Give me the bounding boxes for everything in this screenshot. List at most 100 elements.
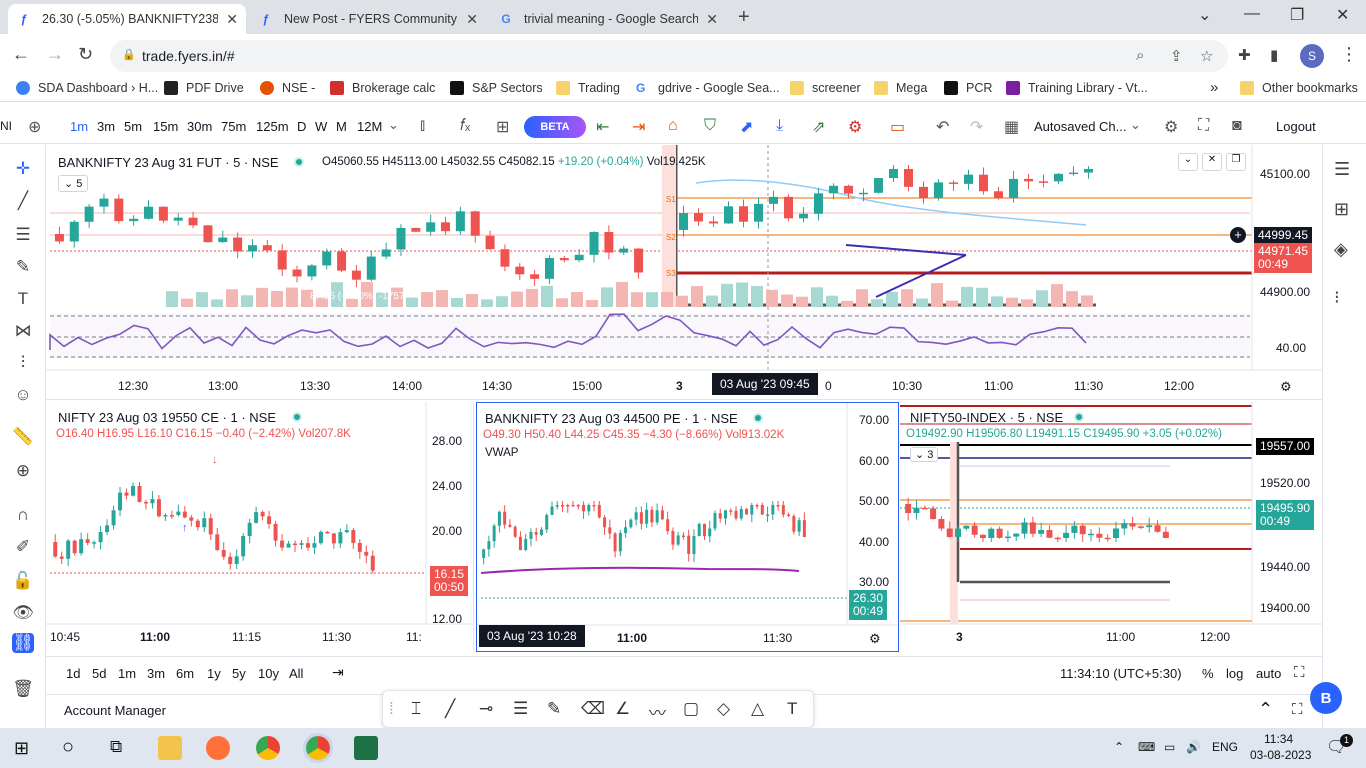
bookmark-item[interactable]: PDF Drive bbox=[164, 81, 244, 95]
forward-button[interactable]: → bbox=[46, 44, 64, 64]
order-book-icon[interactable]: ⁝ bbox=[1334, 287, 1340, 307]
range-1m[interactable]: 1m bbox=[118, 666, 137, 681]
tab-fyers-community[interactable]: ƒ New Post - FYERS Community - F ✕ bbox=[250, 4, 486, 34]
zoom-icon[interactable]: ⌕ bbox=[1136, 47, 1145, 64]
chevron-down-icon[interactable]: ⌄ bbox=[1130, 117, 1141, 132]
percent-toggle[interactable]: % bbox=[1202, 666, 1214, 681]
maximize-icon[interactable]: ✕ bbox=[1202, 153, 1222, 171]
range-all[interactable]: All bbox=[289, 666, 304, 681]
banknifty-pe-canvas[interactable] bbox=[477, 403, 899, 652]
account-manager-tab[interactable]: Account Manager bbox=[64, 703, 166, 718]
goto-date-icon[interactable]: ⇥ bbox=[332, 664, 344, 680]
profile-avatar[interactable]: S bbox=[1300, 44, 1324, 68]
network-icon[interactable]: ▭ bbox=[1164, 740, 1176, 754]
triangle-icon[interactable]: △ bbox=[751, 699, 765, 718]
axis-settings-icon[interactable]: ⚙ bbox=[869, 631, 881, 646]
candle-style-icon[interactable]: ⫾ bbox=[420, 117, 426, 134]
main-chart-pane[interactable]: BANKNIFTY 23 Aug 31 FUT · 5 · NSE O45060… bbox=[46, 145, 1322, 400]
excel-icon[interactable] bbox=[354, 736, 378, 760]
bookmark-item[interactable]: SDA Dashboard › H... bbox=[16, 81, 158, 95]
shield-icon[interactable]: ⛉ bbox=[704, 117, 717, 134]
eye-icon[interactable]: 👁 bbox=[12, 603, 34, 622]
close-tab-icon[interactable]: ✕ bbox=[226, 10, 238, 27]
bookmark-folder[interactable]: Trading bbox=[556, 81, 620, 95]
close-tab-icon[interactable]: ✕ bbox=[466, 10, 478, 27]
zoom-in-icon[interactable]: ⊕ bbox=[15, 461, 31, 480]
volume-icon[interactable]: 🔊 bbox=[1186, 740, 1201, 754]
timeframe-m[interactable]: M bbox=[336, 119, 347, 134]
restore-pane-icon[interactable]: ❐ bbox=[1226, 153, 1246, 171]
axis-settings-icon[interactable]: ⚙ bbox=[1280, 379, 1292, 394]
task-view-icon[interactable]: ⧉ bbox=[110, 737, 123, 756]
timeframe-w[interactable]: W bbox=[315, 119, 328, 134]
trendline-icon[interactable]: ╱ bbox=[17, 191, 29, 210]
bookmark-item[interactable]: Brokerage calc bbox=[330, 81, 435, 95]
indicators-icon[interactable]: 𝑓ₓ bbox=[460, 117, 471, 134]
clock-date[interactable]: 03-08-2023 bbox=[1250, 748, 1312, 762]
back-button[interactable]: ← bbox=[12, 44, 30, 64]
fib-icon[interactable]: ☰ bbox=[15, 225, 31, 244]
nifty-ce-canvas[interactable] bbox=[46, 402, 474, 652]
bookmark-item[interactable]: Training Library - Vt... bbox=[1006, 81, 1148, 95]
text-icon[interactable]: T bbox=[787, 699, 798, 718]
timeframe-1m[interactable]: 1m bbox=[70, 119, 89, 134]
language-indicator[interactable]: ENG bbox=[1212, 740, 1239, 754]
tray-chevron-icon[interactable]: ⌃ bbox=[1114, 740, 1125, 754]
more-bookmarks-button[interactable]: » bbox=[1210, 79, 1219, 96]
pattern-icon[interactable]: ⋈ bbox=[14, 321, 32, 340]
timeframe-75m[interactable]: 75m bbox=[221, 119, 247, 134]
angle-icon[interactable]: ∠ bbox=[615, 699, 631, 718]
crosshair-icon[interactable]: ✛ bbox=[15, 159, 31, 178]
fullscreen-icon[interactable]: ⛶ bbox=[1198, 117, 1210, 134]
basket-icon[interactable]: ⌂ bbox=[668, 117, 678, 134]
timeframe-125m[interactable]: 125m bbox=[256, 119, 289, 134]
pencil-lock-icon[interactable]: ✐ bbox=[15, 537, 31, 556]
minimize-button[interactable]: — bbox=[1244, 5, 1260, 22]
timeframe-5m[interactable]: 5m bbox=[124, 119, 143, 134]
templates-icon[interactable]: ⊞ bbox=[496, 119, 510, 136]
restore-button[interactable]: ❐ bbox=[1290, 7, 1305, 24]
timeframe-30m[interactable]: 30m bbox=[187, 119, 213, 134]
nifty-index-pane[interactable]: NIFTY50-INDEX · 5 · NSE O19492.90 H19506… bbox=[900, 402, 1322, 652]
timeframe-d[interactable]: D bbox=[297, 119, 307, 134]
indicator-toggle[interactable]: ⌄ 5 bbox=[58, 175, 89, 192]
nifty-index-canvas[interactable] bbox=[900, 402, 1322, 652]
extensions-icon[interactable]: ✚ bbox=[1238, 47, 1251, 64]
add-list-icon[interactable]: ⊞ bbox=[1334, 199, 1350, 219]
clock-readout[interactable]: 11:34:10 (UTC+5:30) bbox=[1060, 666, 1182, 681]
bookmark-item[interactable]: NSE - bbox=[260, 81, 315, 95]
horizontal-ray-icon[interactable]: ⊸ bbox=[479, 699, 494, 718]
watchlist-icon[interactable]: ☰ bbox=[1334, 159, 1351, 179]
growth-icon[interactable]: ⇗ bbox=[812, 119, 826, 136]
range-10y[interactable]: 10y bbox=[258, 666, 279, 681]
eraser-icon[interactable]: ⌫ bbox=[581, 699, 606, 718]
text-icon[interactable]: T bbox=[17, 289, 29, 308]
url-text[interactable]: trade.fyers.in/# bbox=[142, 48, 235, 64]
bookmark-folder[interactable]: screener bbox=[790, 81, 861, 95]
trendline-icon[interactable]: ╱ bbox=[445, 699, 456, 718]
chart-title[interactable]: BANKNIFTY 23 Aug 03 44500 PE · 1 · NSE bbox=[485, 411, 738, 426]
chart-title[interactable]: BANKNIFTY 23 Aug 31 FUT · 5 · NSE bbox=[58, 155, 279, 170]
brush-icon[interactable]: ✎ bbox=[547, 699, 562, 718]
range-5d[interactable]: 5d bbox=[92, 666, 107, 681]
chart-title[interactable]: NIFTY 23 Aug 03 19550 CE · 1 · NSE bbox=[58, 410, 276, 425]
logout-icon[interactable]: ⇥ bbox=[632, 119, 646, 136]
add-symbol-icon[interactable]: ⊕ bbox=[28, 119, 42, 136]
drag-handle-icon[interactable]: ⁞ bbox=[389, 699, 394, 718]
path-icon[interactable]: 〰 bbox=[649, 704, 666, 723]
timeframe-3m[interactable]: 3m bbox=[97, 119, 116, 134]
timeframe-15m[interactable]: 15m bbox=[153, 119, 179, 134]
share-icon[interactable]: ⇪ bbox=[1170, 48, 1183, 65]
collapse-icon[interactable]: ⌄ bbox=[1178, 153, 1198, 171]
bookmark-item[interactable]: S&P Sectors bbox=[450, 81, 543, 95]
redo-icon[interactable]: ↷ bbox=[970, 119, 984, 136]
settings-icon[interactable]: ⚙ bbox=[1164, 119, 1179, 136]
bookmark-folder[interactable]: Mega bbox=[874, 81, 927, 95]
chevron-down-icon[interactable]: ⌄ bbox=[388, 117, 399, 132]
other-bookmarks-folder[interactable]: Other bookmarks bbox=[1240, 81, 1358, 95]
link-icon[interactable]: ⛓ bbox=[12, 633, 34, 653]
logout-button[interactable]: Logout bbox=[1276, 119, 1316, 134]
layers-icon[interactable]: ◈ bbox=[1334, 239, 1348, 259]
lock-icon[interactable]: 🔒 bbox=[122, 49, 136, 61]
